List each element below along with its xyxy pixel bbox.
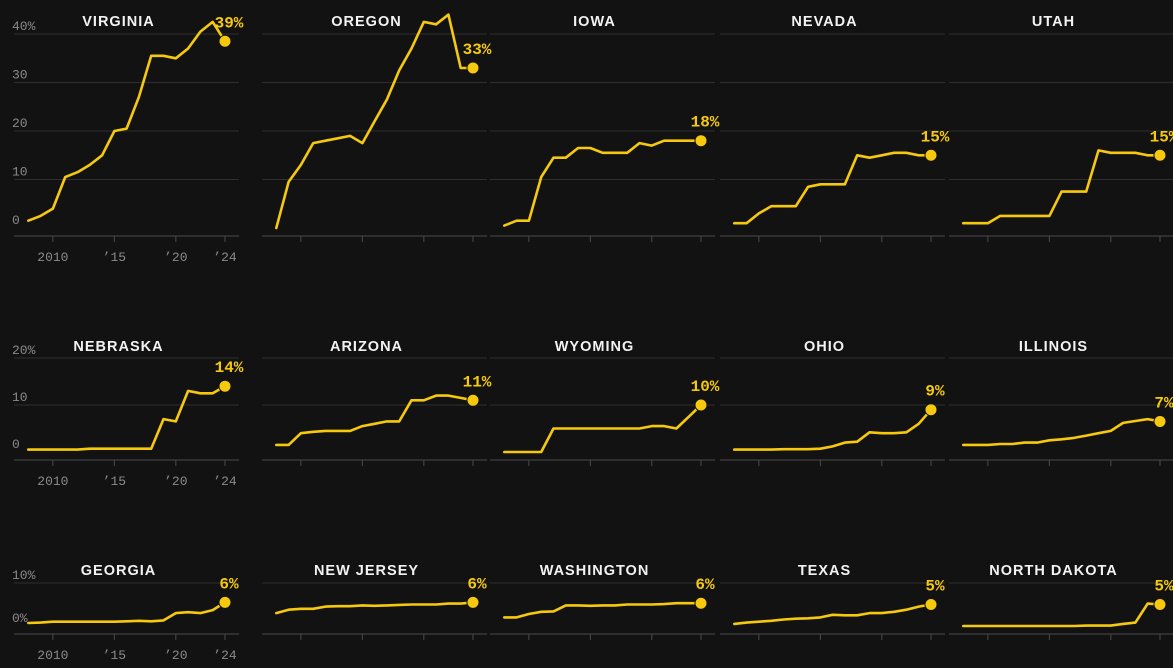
y-tick-label: 0 xyxy=(12,213,20,228)
end-point-dot xyxy=(1153,598,1167,611)
end-value-label: 18% xyxy=(691,114,720,132)
end-value-label: 6% xyxy=(695,576,715,594)
end-point-dot xyxy=(466,595,480,609)
end-point-dot xyxy=(924,148,938,162)
end-point-dot xyxy=(694,596,708,610)
y-tick-label: 0 xyxy=(12,437,20,452)
end-point-dot xyxy=(924,598,938,611)
chart-panel-arizona: ARIZONA 11% xyxy=(262,339,492,466)
end-value-label: 33% xyxy=(463,41,492,59)
x-tick-label: ’20 xyxy=(164,250,187,265)
series-line xyxy=(961,602,1162,628)
end-point-dot xyxy=(218,379,232,393)
chart-panel-washington: WASHINGTON 6% xyxy=(490,563,715,640)
series-line xyxy=(502,139,703,227)
y-tick-label: 0% xyxy=(12,611,28,626)
series-line xyxy=(26,20,227,222)
end-point-dot xyxy=(924,403,938,417)
chart-panel-ohio: OHIO 9% xyxy=(720,339,945,466)
panel-title: NORTH DAKOTA xyxy=(989,563,1118,579)
end-point-dot xyxy=(218,595,232,609)
x-tick-label: ’20 xyxy=(164,474,187,489)
series-line xyxy=(274,13,475,230)
panel-title: TEXAS xyxy=(798,563,851,579)
panel-title: GEORGIA xyxy=(81,563,156,579)
end-value-label: 11% xyxy=(463,373,492,391)
x-tick-label: 2010 xyxy=(37,474,68,489)
chart-panel-north-dakota: NORTH DAKOTA 5% xyxy=(949,563,1173,640)
end-value-label: 7% xyxy=(1154,394,1173,412)
panel-title: OHIO xyxy=(804,339,845,355)
y-tick-label: 20 xyxy=(12,116,28,131)
panel-title: VIRGINIA xyxy=(82,14,154,30)
chart-panel-new-jersey: NEW JERSEY 6% xyxy=(262,563,487,640)
end-point-dot xyxy=(218,34,232,48)
panel-title: WYOMING xyxy=(555,339,635,355)
end-point-dot xyxy=(694,398,708,412)
series-line xyxy=(274,394,475,447)
end-value-label: 14% xyxy=(215,359,244,377)
panel-title: WASHINGTON xyxy=(540,563,650,579)
end-value-label: 5% xyxy=(1154,578,1173,596)
series-line xyxy=(502,601,703,619)
y-tick-label: 20% xyxy=(12,343,36,358)
series-line xyxy=(732,151,933,225)
y-tick-label: 40% xyxy=(12,19,36,34)
series-line xyxy=(26,384,227,451)
end-point-dot xyxy=(466,61,480,75)
panel-title: OREGON xyxy=(331,14,401,30)
series-line xyxy=(961,417,1162,447)
end-value-label: 6% xyxy=(467,575,487,593)
chart-panel-wyoming: WYOMING 10% xyxy=(490,339,720,466)
end-value-label: 10% xyxy=(691,378,720,396)
y-tick-label: 30 xyxy=(12,68,28,83)
series-line xyxy=(732,603,933,626)
panel-title: NEBRASKA xyxy=(73,339,163,355)
x-tick-label: ’20 xyxy=(164,648,187,663)
end-value-label: 15% xyxy=(1150,128,1173,146)
end-point-dot xyxy=(466,393,480,407)
panel-title: NEVADA xyxy=(791,14,857,30)
y-tick-label: 10% xyxy=(12,568,36,583)
chart-panel-iowa: IOWA 18% xyxy=(490,14,720,242)
x-tick-label: ’15 xyxy=(103,474,126,489)
panel-title: ILLINOIS xyxy=(1019,339,1088,355)
end-value-label: 5% xyxy=(925,578,945,596)
end-value-label: 9% xyxy=(925,383,945,401)
series-line xyxy=(26,601,227,625)
x-tick-label: ’24 xyxy=(213,648,237,663)
panel-title: ARIZONA xyxy=(330,339,403,355)
chart-panel-texas: TEXAS 5% xyxy=(720,563,945,640)
chart-panel-nevada: NEVADA 15% xyxy=(720,14,950,242)
x-tick-label: 2010 xyxy=(37,648,68,663)
end-point-dot xyxy=(1153,414,1167,428)
x-tick-label: ’15 xyxy=(103,648,126,663)
y-tick-label: 10 xyxy=(12,390,28,405)
series-line xyxy=(274,601,475,615)
series-line xyxy=(732,408,933,451)
chart-panel-utah: UTAH 15% xyxy=(949,14,1173,242)
chart-panel-illinois: ILLINOIS 7% xyxy=(949,339,1173,466)
series-line xyxy=(961,149,1162,225)
x-tick-label: ’24 xyxy=(213,474,237,489)
series-line xyxy=(502,403,703,454)
end-value-label: 39% xyxy=(215,14,244,32)
x-tick-label: ’24 xyxy=(213,250,237,265)
x-tick-label: ’15 xyxy=(103,250,126,265)
chart-panel-oregon: OREGON 33% xyxy=(262,13,492,242)
end-value-label: 6% xyxy=(219,575,239,593)
chart-panel-nebraska: 2010 ’15 ’20 ’24 20% 10 0 NEBRASKA 14% xyxy=(12,339,244,489)
end-value-label: 15% xyxy=(921,128,950,146)
end-point-dot xyxy=(1153,148,1167,162)
panel-title: UTAH xyxy=(1032,14,1075,30)
panel-title: IOWA xyxy=(573,14,616,30)
y-tick-label: 10 xyxy=(12,165,28,180)
x-tick-label: 2010 xyxy=(37,250,68,265)
end-point-dot xyxy=(694,134,708,148)
chart-panel-georgia: 2010 ’15 ’20 ’24 10% 0% GEORGIA 6% xyxy=(12,563,239,663)
panel-title: NEW JERSEY xyxy=(314,563,419,579)
